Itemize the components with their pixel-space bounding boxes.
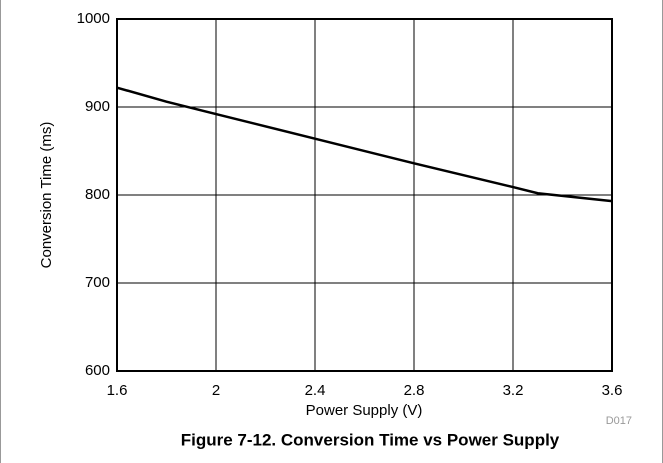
chart-title: Figure 7-12. Conversion Time vs Power Su… [181,430,560,449]
x-tick-label: 1.6 [107,382,128,399]
x-tick-label: 2 [212,382,220,399]
x-tick-label: 3.6 [602,382,623,399]
figure-code: D017 [606,415,632,427]
y-tick-label: 600 [85,362,110,379]
x-tick-label: 2.4 [305,382,326,399]
data-line [116,86,613,203]
x-tick-label: 3.2 [503,382,524,399]
y-tick-label: 900 [85,98,110,115]
y-tick-label: 800 [85,186,110,203]
y-axis-label: Conversion Time (ms) [38,122,55,269]
x-axis-label: Power Supply (V) [306,402,423,419]
x-tick-label: 2.8 [404,382,425,399]
plot-border [116,18,613,372]
y-tick-label: 700 [85,274,110,291]
y-tick-label: 1000 [77,10,110,27]
